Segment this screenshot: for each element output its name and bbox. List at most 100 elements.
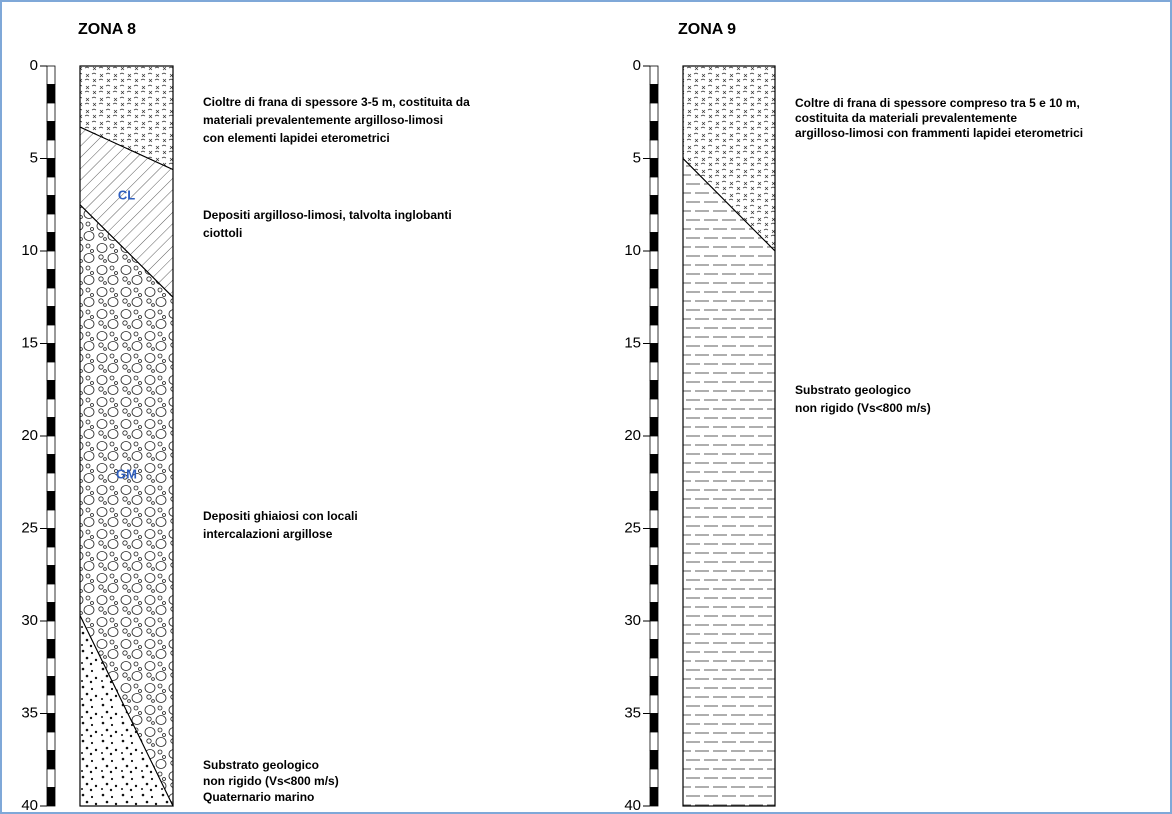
layer-description: Depositi ghiaiosi con locali (203, 509, 358, 523)
scale-segment (47, 399, 55, 418)
scale-segment (650, 621, 658, 640)
scale-segment (650, 418, 658, 437)
scale-segment (650, 529, 658, 548)
scale-label: 20 (624, 427, 641, 444)
scale-segment (650, 66, 658, 85)
scale-segment (650, 473, 658, 492)
layer-fill (683, 159, 775, 807)
scale-segment (650, 788, 658, 807)
stratigraphy-figure: ZONA 80510152025303540Cioltre di frana d… (0, 0, 1172, 814)
scale-segment (47, 510, 55, 529)
scale-segment (47, 769, 55, 788)
zone-title: ZONA 8 (78, 21, 136, 38)
scale-segment (47, 177, 55, 196)
scale-segment (47, 455, 55, 474)
scale-label: 10 (21, 242, 38, 259)
scale-label: 35 (624, 704, 641, 721)
scale-segment (650, 714, 658, 733)
scale-segment (47, 288, 55, 307)
scale-segment (650, 307, 658, 326)
scale-label: 35 (21, 704, 38, 721)
scale-segment (47, 233, 55, 252)
scale-label: 30 (624, 612, 641, 629)
layer-description: Substrato geologico (795, 383, 911, 397)
scale-segment (47, 418, 55, 437)
scale-segment (650, 769, 658, 788)
scale-label: 10 (624, 242, 641, 259)
scale-segment (47, 214, 55, 233)
scale-segment (47, 640, 55, 659)
scale-segment (47, 658, 55, 677)
scale-label: 15 (21, 334, 38, 351)
scale-label: 20 (21, 427, 38, 444)
scale-segment (47, 140, 55, 159)
scale-label: 25 (624, 519, 641, 536)
scale-segment (650, 381, 658, 400)
scale-segment (47, 436, 55, 455)
scale-segment (47, 677, 55, 696)
zone-title: ZONA 9 (678, 21, 736, 38)
scale-label: 30 (21, 612, 38, 629)
scale-label: 0 (633, 57, 641, 74)
scale-segment (650, 732, 658, 751)
scale-segment (47, 529, 55, 548)
scale-label: 15 (624, 334, 641, 351)
scale-segment (47, 732, 55, 751)
scale-segment (650, 677, 658, 696)
scale-segment (47, 344, 55, 363)
scale-segment (650, 177, 658, 196)
scale-segment (650, 751, 658, 770)
scale-segment (650, 455, 658, 474)
scale-segment (47, 566, 55, 585)
scale-label: 25 (21, 519, 38, 536)
scale-segment (47, 584, 55, 603)
scale-segment (47, 621, 55, 640)
scale-segment (650, 196, 658, 215)
layer-code: CL (118, 187, 135, 202)
scale-segment (650, 85, 658, 104)
layer-description: costituita da materiali prevalentemente (795, 111, 1017, 125)
scale-segment (650, 103, 658, 122)
layer-description: Substrato geologico (203, 758, 319, 772)
scale-label: 40 (624, 797, 641, 814)
scale-segment (650, 251, 658, 270)
scale-segment (650, 233, 658, 252)
scale-segment (47, 362, 55, 381)
layer-description: non rigido (Vs<800 m/s) (203, 774, 339, 788)
layer-description: Quaternario marino (203, 790, 314, 804)
scale-label: 0 (30, 57, 38, 74)
scale-segment (650, 140, 658, 159)
page: {"zones": [ {"title": "ZONA 8", "scale":… (0, 0, 1172, 814)
scale-segment (47, 325, 55, 344)
scale-segment (650, 325, 658, 344)
scale-label: 40 (21, 797, 38, 814)
scale-segment (650, 344, 658, 363)
scale-segment (650, 695, 658, 714)
scale-segment (650, 603, 658, 622)
scale-segment (47, 788, 55, 807)
scale-segment (47, 66, 55, 85)
scale-segment (47, 85, 55, 104)
scale-label: 5 (30, 149, 38, 166)
layer-description: Depositi argilloso-limosi, talvolta ingl… (203, 208, 452, 222)
layer-description: intercalazioni argillose (203, 527, 333, 541)
scale-segment (47, 159, 55, 178)
scale-segment (47, 603, 55, 622)
scale-segment (47, 751, 55, 770)
scale-segment (650, 566, 658, 585)
scale-segment (47, 547, 55, 566)
layer-description: Coltre di frana di spessore compreso tra… (795, 96, 1080, 110)
scale-segment (47, 270, 55, 289)
scale-label: 5 (633, 149, 641, 166)
scale-segment (650, 122, 658, 141)
layer-code: GM (116, 466, 137, 481)
scale-segment (650, 492, 658, 511)
scale-segment (47, 714, 55, 733)
scale-segment (650, 159, 658, 178)
scale-segment (47, 196, 55, 215)
scale-segment (650, 288, 658, 307)
scale-segment (650, 640, 658, 659)
scale-segment (47, 251, 55, 270)
scale-segment (650, 584, 658, 603)
scale-segment (650, 547, 658, 566)
